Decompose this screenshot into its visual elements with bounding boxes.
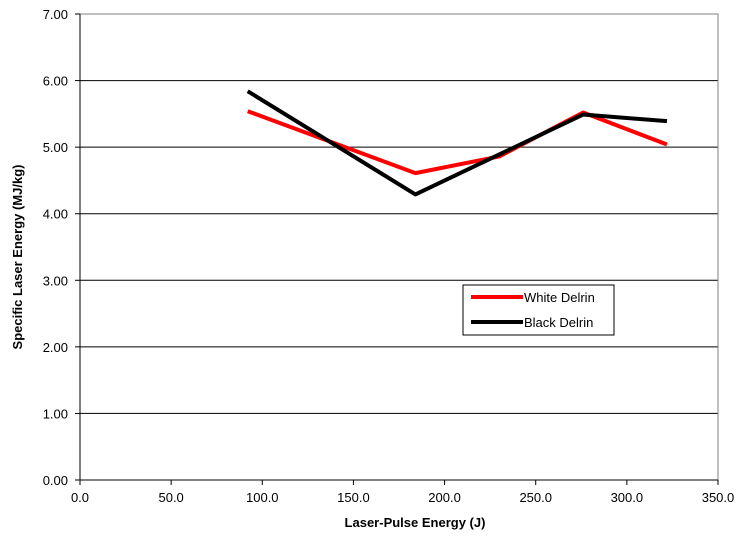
x-tick-label: 350.0 <box>702 490 735 505</box>
x-tick-label: 150.0 <box>337 490 370 505</box>
y-tick-label: 7.00 <box>43 7 68 22</box>
x-tick-label: 200.0 <box>428 490 461 505</box>
legend-label: Black Delrin <box>524 315 593 330</box>
legend-box <box>462 284 615 336</box>
series-lines <box>246 89 668 197</box>
x-tick-label: 300.0 <box>611 490 644 505</box>
y-tick-label: 2.00 <box>43 340 68 355</box>
y-tick-label: 3.00 <box>43 273 68 288</box>
x-tick-label: 250.0 <box>519 490 552 505</box>
y-tick-label: 6.00 <box>43 74 68 89</box>
y-axis-ticks: 0.00 1.00 2.00 3.00 4.00 5.00 6.00 7.00 <box>43 7 80 488</box>
x-tick-label: 0.0 <box>71 490 89 505</box>
x-axis-ticks: 0.0 50.0 100.0 150.0 200.0 250.0 300.0 350.0 <box>71 480 734 505</box>
x-tick-label: 100.0 <box>246 490 279 505</box>
series-line-black-delrin <box>246 89 668 197</box>
y-tick-label: 0.00 <box>43 473 68 488</box>
x-axis-title: Laser-Pulse Energy (J) <box>345 515 486 530</box>
y-tick-label: 4.00 <box>43 207 68 222</box>
y-axis-title: Specific Laser Energy (MJ/kg) <box>10 165 25 350</box>
legend-label: White Delrin <box>524 290 595 305</box>
y-tick-label: 1.00 <box>43 406 68 421</box>
y-tick-label: 5.00 <box>43 140 68 155</box>
x-tick-label: 50.0 <box>158 490 183 505</box>
legend: White Delrin Black Delrin <box>462 284 615 336</box>
gridlines <box>80 80 718 414</box>
